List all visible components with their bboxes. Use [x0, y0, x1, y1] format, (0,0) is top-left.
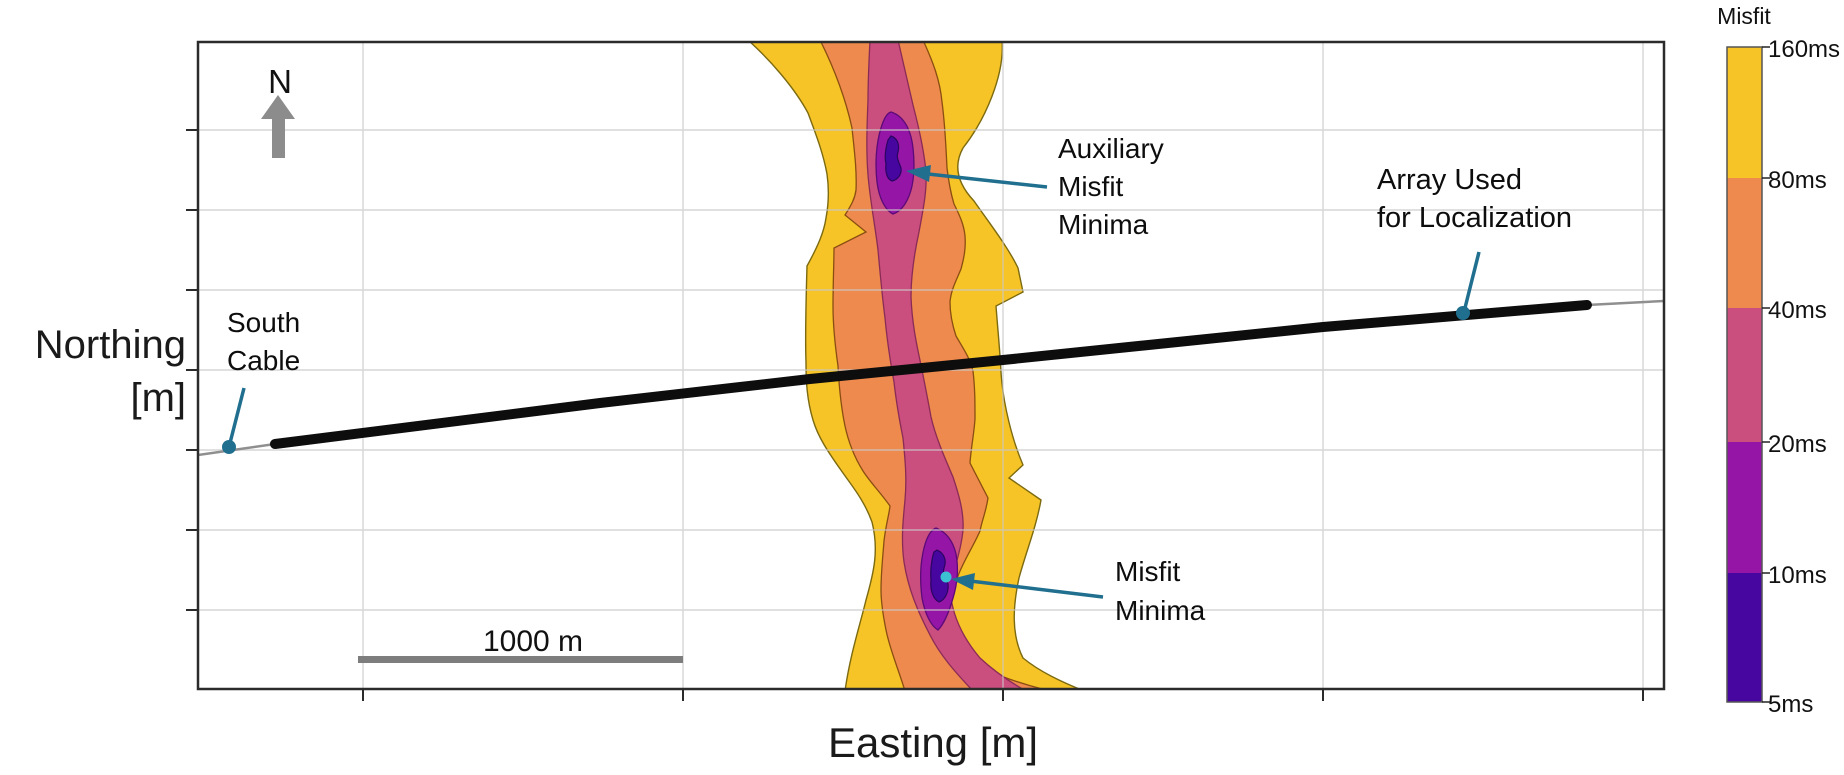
north-arrow-label: N	[268, 63, 292, 100]
cable-thin-west	[198, 442, 276, 457]
scale-bar	[358, 656, 683, 663]
aux-minima-arrowhead	[906, 165, 931, 182]
minima-arrow-line	[969, 579, 1104, 599]
colorbar-band-40	[1727, 308, 1762, 442]
gridlines	[198, 42, 1664, 689]
colorbar-label-20ms: 20ms	[1768, 431, 1827, 458]
annotation-misfit-minima-line1: Misfit	[1115, 556, 1181, 587]
colorbar-band-160	[1727, 47, 1762, 178]
colorbar	[1726, 46, 1770, 703]
plot-border	[196, 40, 1666, 691]
annotation-aux-minima-line2: Misfit	[1058, 171, 1124, 202]
misfit-minima-dot	[940, 571, 952, 583]
cable	[198, 299, 1664, 457]
annotation-misfit-minima-line2: Minima	[1115, 595, 1206, 626]
north-arrow-icon	[261, 95, 295, 158]
annotation-array: Array Used for Localization	[1377, 161, 1572, 237]
array-dot	[1456, 306, 1470, 320]
annotation-graphics	[222, 165, 1481, 599]
contour-5ms-lower	[930, 549, 949, 603]
annotation-aux-minima-line3: Minima	[1058, 209, 1149, 240]
scale-bar-label: 1000 m	[482, 625, 584, 658]
colorbar-label-160ms: 160ms	[1768, 36, 1841, 63]
aux-minima-arrow-line	[927, 172, 1048, 189]
annotation-south-cable-line1: South	[227, 307, 301, 338]
array-leader	[1463, 251, 1481, 309]
annotation-south-cable-line2: Cable	[227, 345, 301, 376]
annotation-south-cable: South Cable	[227, 304, 300, 380]
colorbar-ticks	[1762, 46, 1770, 703]
annotation-array-line2: for Localization	[1377, 202, 1573, 234]
cable-thick	[270, 300, 1592, 449]
annotation-aux-minima: Auxiliary Misfit Minima	[1058, 130, 1164, 244]
annotation-misfit-minima: Misfit Minima	[1115, 552, 1205, 630]
y-axis-label-line1: Northing	[34, 323, 186, 367]
colorbar-label-5ms: 5ms	[1768, 691, 1814, 718]
contour-10ms-upper	[884, 135, 902, 182]
south-cable-leader	[228, 387, 246, 444]
annotation-aux-minima-line1: Auxiliary	[1058, 133, 1164, 164]
south-cable-dot	[222, 440, 236, 454]
colorbar-label-40ms: 40ms	[1768, 297, 1827, 324]
annotation-array-line1: Array Used	[1377, 164, 1523, 196]
cable-thin-east	[1586, 299, 1664, 307]
axis-ticks	[186, 129, 1644, 701]
minima-arrowhead	[951, 573, 975, 590]
colorbar-band-10	[1727, 573, 1762, 702]
colorbar-label-80ms: 80ms	[1768, 167, 1827, 194]
colorbar-frame	[1726, 46, 1763, 703]
colorbar-band-20	[1727, 442, 1762, 573]
colorbar-title: Misfit	[1717, 3, 1771, 29]
colorbar-label-10ms: 10ms	[1768, 562, 1827, 589]
y-axis-label-line2: [m]	[130, 376, 186, 420]
y-axis-label: Northing [m]	[0, 319, 186, 425]
x-axis-label: Easting [m]	[827, 719, 1039, 766]
colorbar-band-80	[1727, 178, 1762, 308]
